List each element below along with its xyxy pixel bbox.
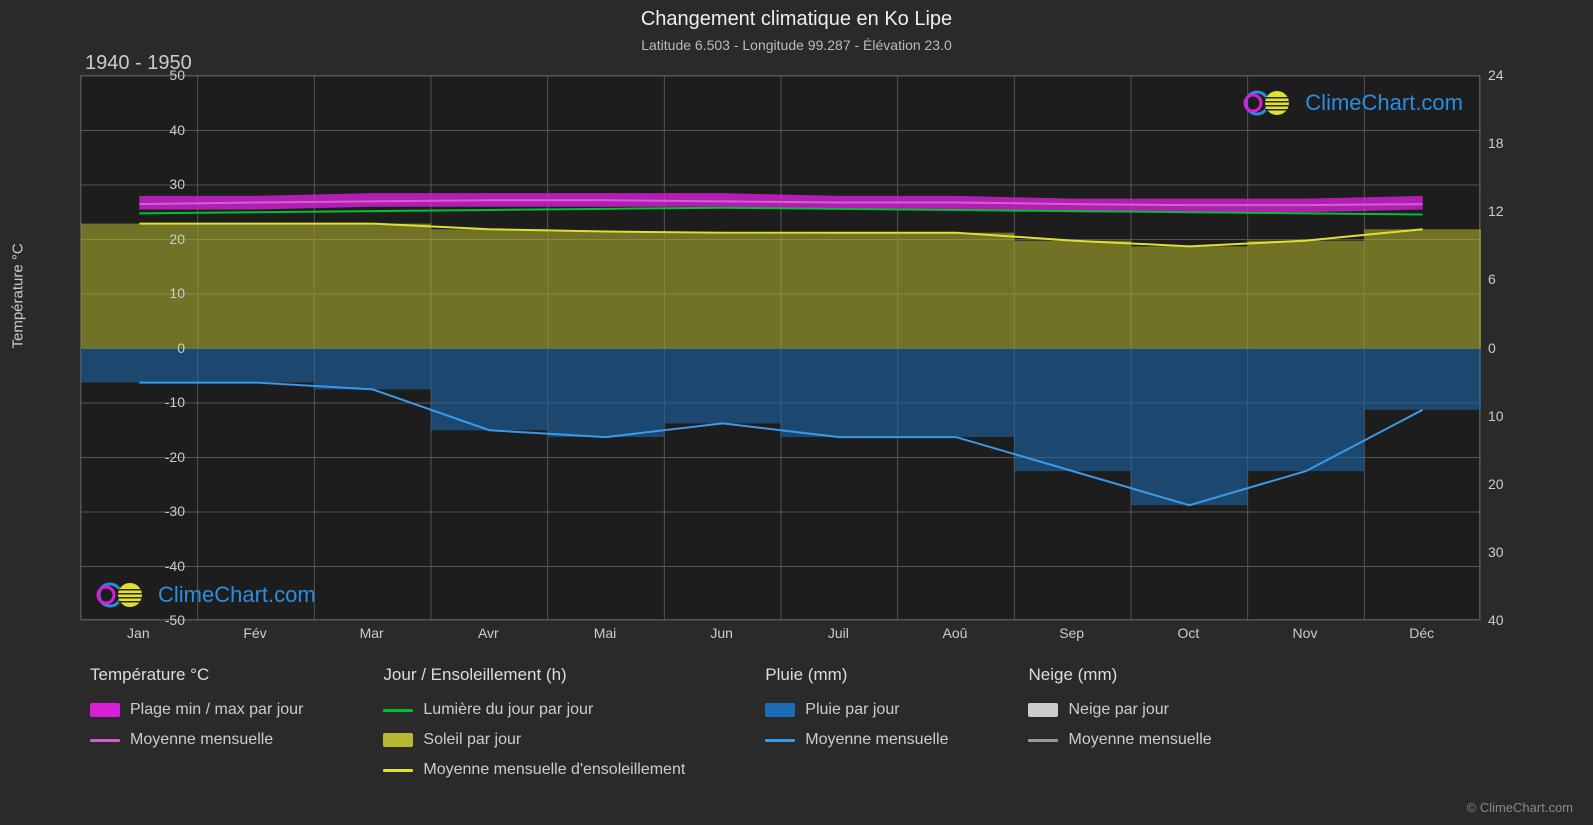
- x-tick: Déc: [1392, 625, 1452, 641]
- legend-item: Moyenne mensuelle d'ensoleillement: [383, 761, 685, 779]
- legend: Température °C Plage min / max par jour Mo…: [90, 665, 1212, 779]
- chart-subtitle: Latitude 6.503 - Longitude 99.287 - Élév…: [0, 31, 1593, 53]
- legend-label: Soleil par jour: [423, 731, 521, 749]
- legend-label: Moyenne mensuelle d'ensoleillement: [423, 761, 685, 779]
- legend-item: Moyenne mensuelle: [90, 731, 303, 749]
- watermark-top: ClimeChart.com: [1242, 88, 1463, 118]
- legend-column-day: Jour / Ensoleillement (h) Lumière du jour…: [383, 665, 685, 779]
- y-tick-right: 24: [1488, 67, 1528, 83]
- y-tick-left: 0: [145, 340, 185, 356]
- logo-icon: [1242, 88, 1297, 118]
- legend-swatch: [1028, 703, 1058, 717]
- y-tick-left: 10: [145, 285, 185, 301]
- y-tick-right: 10: [1488, 408, 1528, 424]
- legend-column-snow: Neige (mm) Neige par jour Moyenne mensuell…: [1028, 665, 1211, 779]
- y-tick-right: 30: [1488, 544, 1528, 560]
- plot-area: [80, 75, 1480, 620]
- legend-item: Moyenne mensuelle: [765, 731, 948, 749]
- y-tick-left: 30: [145, 176, 185, 192]
- y-tick-right: 6: [1488, 271, 1528, 287]
- legend-title: Neige (mm): [1028, 665, 1211, 685]
- chart-svg: [81, 76, 1481, 621]
- legend-item: Neige par jour: [1028, 701, 1211, 719]
- y-tick-right: 18: [1488, 135, 1528, 151]
- legend-item: Plage min / max par jour: [90, 701, 303, 719]
- legend-column-rain: Pluie (mm) Pluie par jour Moyenne mensuell…: [765, 665, 948, 779]
- x-tick: Jan: [108, 625, 168, 641]
- x-tick: Oct: [1158, 625, 1218, 641]
- legend-item: Pluie par jour: [765, 701, 948, 719]
- legend-swatch: [90, 703, 120, 717]
- legend-swatch: [90, 739, 120, 742]
- legend-item: Lumière du jour par jour: [383, 701, 685, 719]
- x-tick: Aoû: [925, 625, 985, 641]
- legend-swatch: [765, 739, 795, 742]
- legend-label: Lumière du jour par jour: [423, 701, 593, 719]
- legend-label: Plage min / max par jour: [130, 701, 303, 719]
- legend-label: Pluie par jour: [805, 701, 899, 719]
- y-tick-left: -20: [145, 449, 185, 465]
- legend-swatch: [383, 769, 413, 772]
- watermark-bottom: ClimeChart.com: [95, 580, 316, 610]
- legend-title: Pluie (mm): [765, 665, 948, 685]
- legend-label: Moyenne mensuelle: [805, 731, 948, 749]
- x-tick: Nov: [1275, 625, 1335, 641]
- y-tick-left: 40: [145, 122, 185, 138]
- y-axis-left-label: Température °C: [10, 243, 27, 348]
- y-tick-left: 20: [145, 231, 185, 247]
- logo-icon: [95, 580, 150, 610]
- legend-item: Moyenne mensuelle: [1028, 731, 1211, 749]
- legend-swatch: [383, 709, 413, 712]
- legend-column-temp: Température °C Plage min / max par jour Mo…: [90, 665, 303, 779]
- x-tick: Mar: [342, 625, 402, 641]
- copyright: © ClimeChart.com: [1467, 800, 1573, 815]
- legend-title: Température °C: [90, 665, 303, 685]
- chart-title: Changement climatique en Ko Lipe: [0, 0, 1593, 31]
- watermark-text: ClimeChart.com: [1305, 90, 1463, 116]
- y-tick-left: 50: [145, 67, 185, 83]
- legend-label: Moyenne mensuelle: [130, 731, 273, 749]
- x-tick: Mai: [575, 625, 635, 641]
- x-tick: Juil: [808, 625, 868, 641]
- legend-label: Moyenne mensuelle: [1068, 731, 1211, 749]
- x-tick: Sep: [1042, 625, 1102, 641]
- legend-swatch: [765, 703, 795, 717]
- x-tick: Jun: [692, 625, 752, 641]
- x-tick: Avr: [458, 625, 518, 641]
- y-tick-right: 0: [1488, 340, 1528, 356]
- legend-label: Neige par jour: [1068, 701, 1169, 719]
- x-tick: Fév: [225, 625, 285, 641]
- legend-item: Soleil par jour: [383, 731, 685, 749]
- legend-title: Jour / Ensoleillement (h): [383, 665, 685, 685]
- y-tick-right: 12: [1488, 203, 1528, 219]
- watermark-text: ClimeChart.com: [158, 582, 316, 608]
- y-tick-left: -40: [145, 558, 185, 574]
- legend-swatch: [1028, 739, 1058, 742]
- legend-swatch: [383, 733, 413, 747]
- y-tick-right: 40: [1488, 612, 1528, 628]
- y-tick-left: -30: [145, 503, 185, 519]
- y-tick-left: -10: [145, 394, 185, 410]
- y-tick-right: 20: [1488, 476, 1528, 492]
